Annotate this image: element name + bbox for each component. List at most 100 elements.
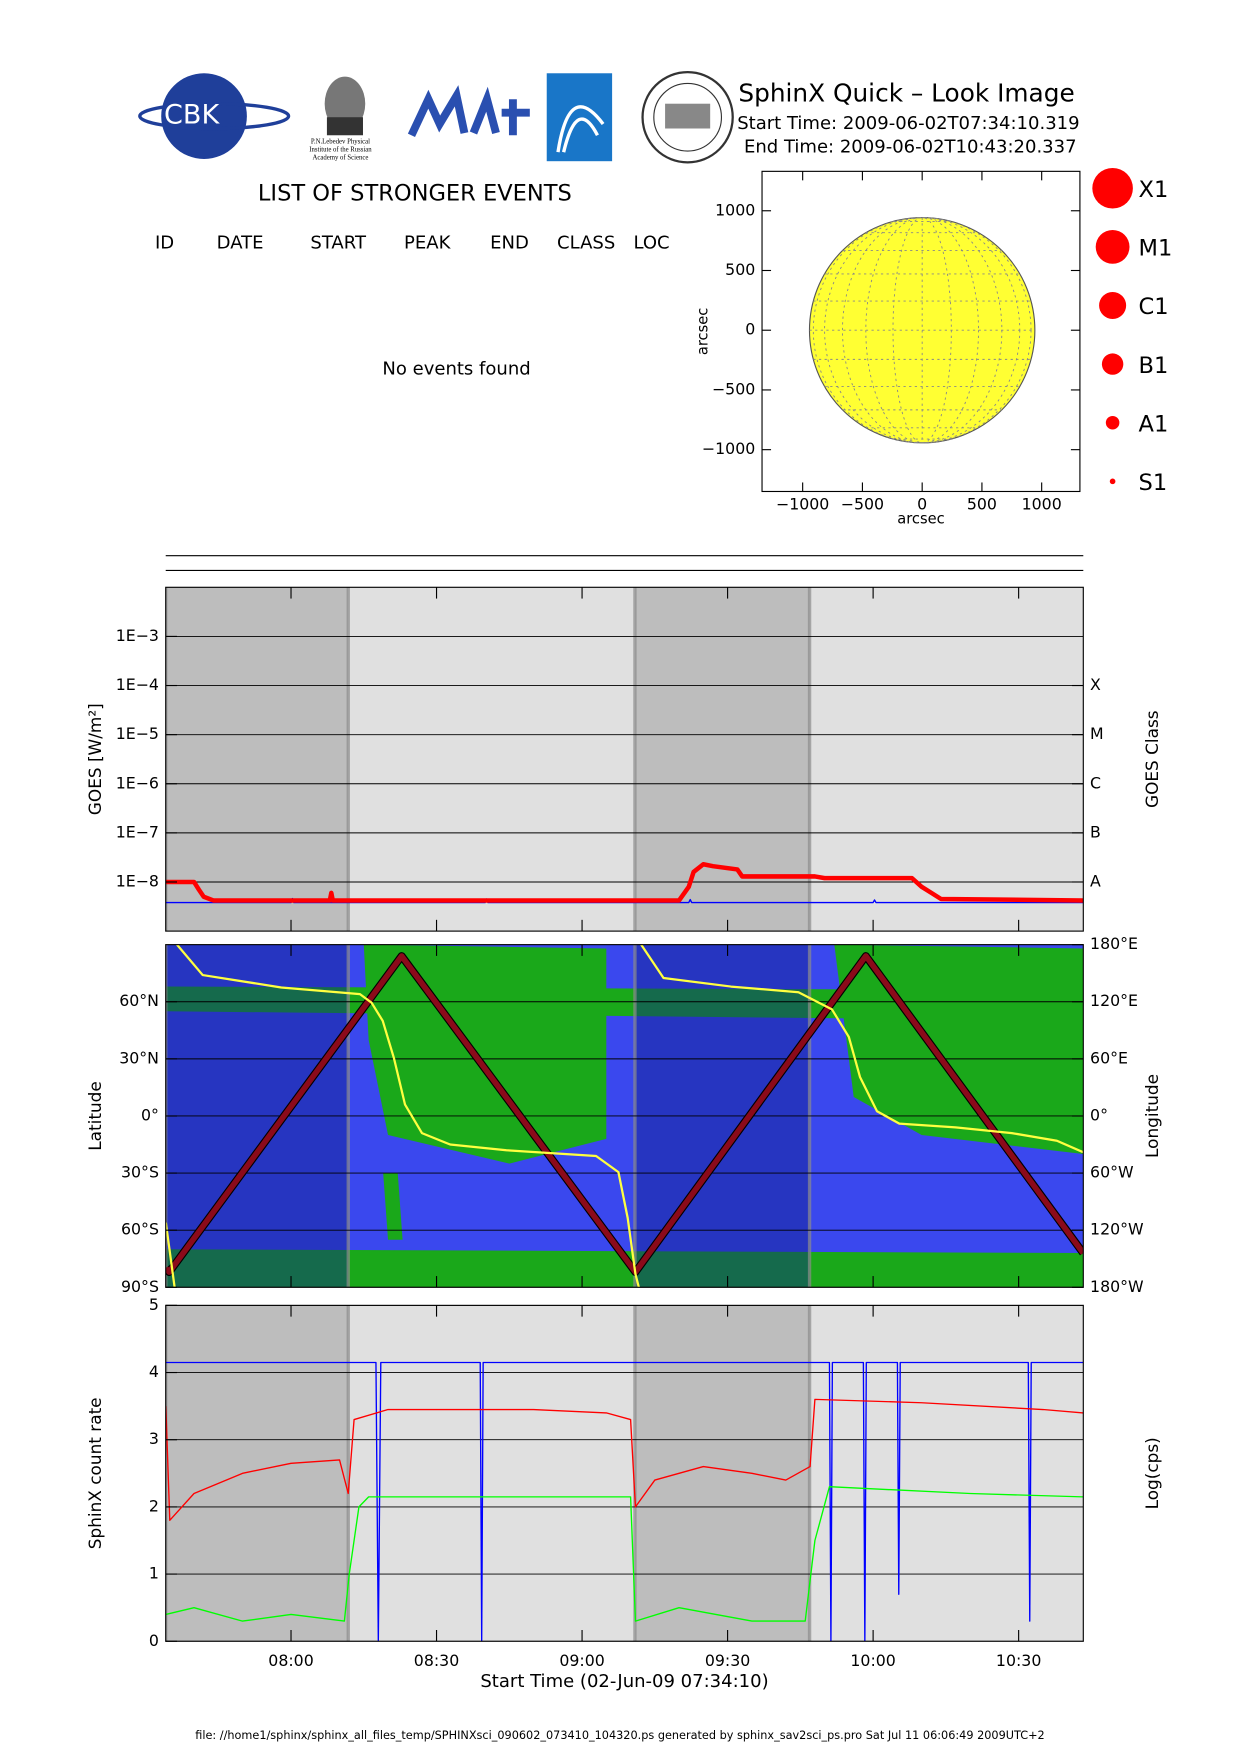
events-column: PEAK [404,232,452,253]
y2-tick-label: 120°E [1090,991,1138,1010]
y-tick-label: 0 [745,320,755,339]
y-tick-label: 2 [149,1496,159,1515]
events-column: DATE [217,232,264,253]
events-title: LIST OF STRONGER EVENTS [258,180,572,206]
x-tick-label: 10:00 [850,1651,895,1670]
y2-tick-label: C [1090,773,1101,792]
logo-lebedev-text: Institute of the Russian [309,146,372,153]
radiation-zone [383,1173,403,1240]
y2-tick-label: 60°W [1090,1163,1134,1182]
y-tick-label: 0 [149,1631,159,1650]
size-legend-dot [1105,415,1120,430]
night-interval [634,587,810,932]
y-tick-label: 30°S [121,1163,159,1182]
size-legend-dot [1101,353,1124,375]
size-legend-label: C1 [1139,294,1169,320]
y-tick-label: 1E−3 [116,626,159,645]
series-line [165,944,1084,1288]
radiation-zone [363,944,607,1164]
logo-cbk: CBK [138,73,291,159]
y-tick-label: 1E−5 [116,724,159,743]
logo-arc [546,73,613,162]
series-line [165,1398,1084,1521]
y-axis-label: GOES [W/m²] [85,703,105,815]
logo-lebedev-text: P.N.Lebedev Physical [311,139,370,146]
size-legend-label: B1 [1139,353,1169,379]
y2-axis-label: GOES Class [1142,710,1162,808]
x-tick-label: 08:00 [268,1651,313,1670]
plot-area [165,944,1084,1288]
y-axis-label: Latitude [85,1081,105,1151]
y-tick-label: 1E−8 [116,871,159,890]
y-tick-label: 0° [141,1105,159,1124]
size-legend-label: A1 [1139,411,1169,437]
events-column: ID [155,232,174,253]
y-tick-label: 1 [149,1564,159,1583]
x-axis-label: Start Time (02-Jun-09 07:34:10) [480,1671,768,1692]
size-legend-label: M1 [1139,236,1173,262]
y-axis-label: arcsec [694,308,711,355]
y2-tick-label: 180°W [1090,1277,1144,1296]
series-line [165,862,1084,903]
y2-tick-label: A [1090,871,1101,890]
logo-lebedev: P.N.Lebedev Physical Institute of the Ru… [309,76,372,161]
size-legend-label: X1 [1139,177,1169,203]
size-legend-dot [1092,167,1133,209]
size-legend-dot [1095,229,1130,264]
series-line [165,1361,1084,1642]
y2-tick-label: 60°E [1090,1048,1128,1067]
size-legend-label: S1 [1139,470,1168,496]
x-tick-label: 0 [917,495,927,514]
events-column: END [490,232,529,253]
series-line [165,1486,1084,1622]
y-tick-label: 1E−7 [116,822,159,841]
y-tick-label: 60°N [119,991,159,1010]
events-column: LOC [633,232,669,253]
y2-tick-label: M [1090,724,1104,743]
y-tick-label: 3 [149,1429,159,1448]
end-time: End Time: 2009-06-02T10:43:20.337 [744,137,1077,158]
plot-area [165,587,1084,932]
x-axis-label: arcsec [897,511,944,528]
x-tick-label: 09:00 [559,1651,604,1670]
y-tick-label: 4 [149,1362,159,1381]
size-legend: X1 M1 C1 B1 A1 S1 [1092,167,1173,496]
x-tick-label: 500 [967,495,997,514]
y2-tick-label: 0° [1090,1105,1108,1124]
y2-tick-label: 180°E [1090,934,1138,953]
logo-mifi [407,85,530,137]
logo-lebedev-text: Academy of Science [313,154,369,161]
night-interval [634,1305,810,1642]
y-tick-label: 60°S [121,1220,159,1239]
events-column: START [310,232,367,253]
y2-axis-label: Longitude [1142,1074,1162,1158]
events-message: No events found [382,359,530,380]
plot-frame [761,170,1081,493]
y-tick-label: 90°S [121,1277,159,1296]
y-tick-label: −1000 [702,439,755,458]
y-tick-label: 500 [725,260,755,279]
night-interval [165,587,349,932]
events-column: CLASS [557,232,615,253]
y2-tick-label: B [1090,822,1101,841]
series-line [165,953,1084,1275]
logo-seal [641,71,734,164]
y-tick-label: 1000 [715,200,755,219]
plot-frame [165,1304,1084,1642]
start-time: Start Time: 2009-06-02T07:34:10.319 [737,113,1079,134]
size-legend-dot [1099,291,1127,320]
size-legend-dot [1109,478,1116,485]
logo-cbk-text: CBK [164,100,220,131]
y-tick-label: 5 [149,1295,159,1314]
y2-tick-label: X [1090,675,1101,694]
night-interval [165,1305,349,1642]
y-axis-label: SphinX count rate [85,1397,105,1549]
x-tick-label: 10:30 [996,1651,1041,1670]
y-tick-label: −500 [712,379,755,398]
y-tick-label: 30°N [119,1048,159,1067]
plot-area [165,1305,1084,1642]
y-tick-label: 1E−6 [116,773,159,792]
x-tick-label: 08:30 [414,1651,459,1670]
x-tick-label: 09:30 [705,1651,750,1670]
